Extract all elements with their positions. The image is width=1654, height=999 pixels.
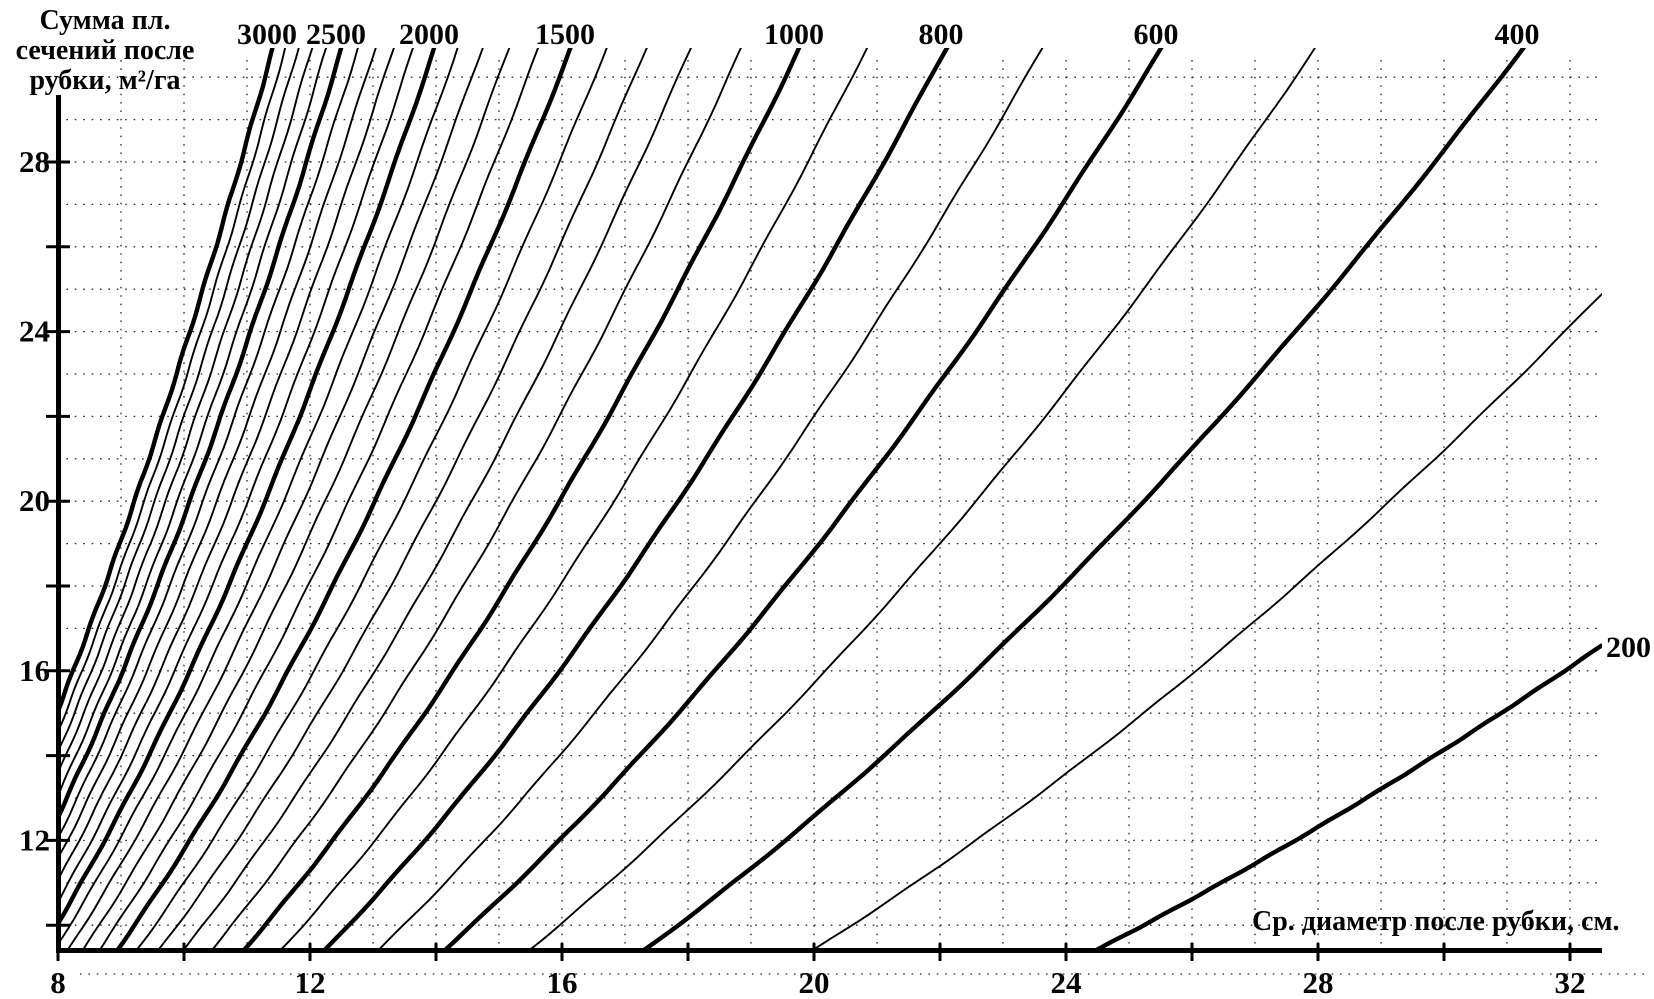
curve-2100: [58, 48, 414, 903]
x-tick-label-32: 32: [1555, 965, 1586, 999]
curve-2300: [58, 48, 377, 860]
x-tick-label-16: 16: [547, 965, 578, 999]
y-axis-title-line1: Сумма пл.: [39, 5, 171, 36]
y-axis-title-line3: рубки, м²/га: [29, 65, 181, 96]
y-tick-label-24: 24: [19, 314, 50, 349]
curve-1500: [114, 48, 573, 950]
x-tick-label-20: 20: [799, 965, 830, 999]
curve-label-3000: 3000: [237, 18, 297, 51]
curve-1800: [66, 48, 484, 950]
curve-1400: [135, 48, 608, 950]
y-tick-label-20: 20: [19, 483, 50, 518]
x-axis-title: Ср. диаметр после рубки, см.: [1252, 906, 1620, 937]
curve-label-400: 400: [1495, 18, 1540, 51]
curve-label-200: 200: [1606, 631, 1651, 664]
curve-2000: [58, 48, 437, 926]
curve-2400: [58, 48, 359, 839]
curve-label-2500: 2500: [306, 18, 366, 51]
x-tick-label-8: 8: [50, 965, 66, 999]
curve-600: [442, 48, 1164, 950]
curve-label-2000: 2000: [399, 18, 459, 51]
curve-label-600: 600: [1134, 18, 1179, 51]
curve-500: [528, 48, 1317, 950]
curve-1900: [58, 48, 459, 946]
y-axis-title-line2: сечений после: [15, 35, 195, 66]
curve-1200: [182, 48, 693, 950]
x-tick-label-24: 24: [1051, 965, 1082, 999]
curve-700: [377, 48, 1044, 950]
x-tick-label-28: 28: [1303, 965, 1334, 999]
curve-1000: [241, 48, 802, 950]
curve-300: [811, 293, 1602, 950]
curve-200: [1093, 643, 1602, 950]
curve-1100: [210, 48, 742, 950]
curve-800: [321, 48, 950, 950]
x-tick-label-12: 12: [295, 965, 326, 999]
curve-2800: [58, 48, 300, 754]
curve-2900: [58, 48, 287, 733]
curve-1300: [157, 48, 648, 950]
curve-label-800: 800: [919, 18, 964, 51]
curve-400: [641, 48, 1526, 950]
y-tick-label-12: 12: [19, 822, 50, 857]
curve-label-1500: 1500: [535, 18, 595, 51]
curve-label-1000: 1000: [764, 18, 824, 51]
curve-2500: [58, 48, 344, 819]
curve-2200: [58, 48, 395, 882]
curve-1600: [98, 48, 540, 950]
curve-3000: [58, 48, 275, 712]
y-tick-label-28: 28: [19, 144, 50, 179]
y-tick-label-16: 16: [19, 653, 50, 688]
curve-1700: [81, 48, 511, 950]
curve-2600: [58, 48, 328, 797]
curve-2700: [58, 48, 314, 775]
y-axis-title: Сумма пл. сечений после рубки, м²/га: [6, 6, 204, 96]
curve-900: [279, 48, 869, 950]
